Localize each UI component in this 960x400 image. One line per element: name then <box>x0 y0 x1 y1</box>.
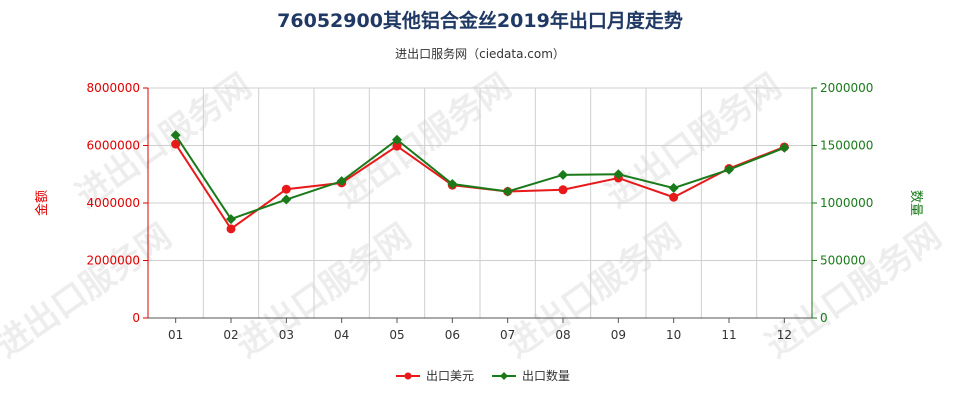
data-point-quantity <box>281 194 292 205</box>
watermark-text: 进出口服务网 <box>499 216 689 366</box>
legend-swatch-marker <box>404 372 412 380</box>
x-tick-label: 01 <box>168 328 183 342</box>
y-left-tick-label: 2000000 <box>87 254 140 268</box>
x-tick-label: 11 <box>721 328 736 342</box>
y-right-tick-label: 1000000 <box>820 196 873 210</box>
data-point-usd <box>281 184 291 194</box>
x-tick-label: 05 <box>389 328 404 342</box>
y-axis-right-label: 数量 <box>908 190 923 216</box>
y-right-tick-label: 500000 <box>820 254 866 268</box>
x-tick-label: 12 <box>777 328 792 342</box>
data-point-usd <box>558 185 568 195</box>
watermark-text: 进出口服务网 <box>759 216 949 366</box>
x-tick-label: 07 <box>500 328 515 342</box>
x-tick-label: 04 <box>334 328 349 342</box>
y-right-tick-label: 0 <box>820 311 828 325</box>
watermark-text: 进出口服务网 <box>329 66 519 216</box>
x-tick-label: 08 <box>555 328 570 342</box>
chart-subtitle: 进出口服务网（ciedata.com） <box>395 46 565 61</box>
x-tick-label: 03 <box>279 328 294 342</box>
chart-title: 76052900其他铝合金丝2019年出口月度走势 <box>277 9 683 32</box>
grid-lines <box>147 87 813 318</box>
data-point-quantity <box>668 183 679 194</box>
data-point-quantity <box>447 179 458 190</box>
data-point-usd <box>171 139 181 149</box>
y-axis-left-label: 金额 <box>34 190 50 216</box>
data-point-quantity <box>779 142 790 153</box>
data-point-quantity <box>558 169 568 180</box>
data-point-quantity <box>613 169 624 180</box>
y-left-tick-label: 0 <box>132 311 140 325</box>
y-right-tick-label: 1500000 <box>820 139 873 153</box>
legend-item[interactable]: 出口美元 <box>396 369 474 383</box>
x-tick-label: 02 <box>223 328 238 342</box>
watermark-text: 进出口服务网 <box>0 216 179 366</box>
data-point-quantity <box>226 214 236 225</box>
legend[interactable]: 出口美元 出口数量 <box>396 368 570 383</box>
data-point-usd <box>392 141 402 151</box>
data-point-quantity <box>502 186 513 197</box>
y-right-tick-label: 2000000 <box>820 81 873 95</box>
legend-item[interactable]: 出口数量 <box>492 368 570 383</box>
series-line <box>174 134 785 221</box>
y-left-tick-label: 4000000 <box>87 196 140 210</box>
data-point-quantity <box>170 130 181 141</box>
series-layer <box>170 130 790 234</box>
legend-label: 出口数量 <box>522 368 570 383</box>
x-tick-label: 06 <box>445 328 460 342</box>
data-point-usd <box>669 192 679 202</box>
x-tick-label: 10 <box>666 328 681 342</box>
watermark-text: 进出口服务网 <box>599 66 789 216</box>
legend-label: 出口美元 <box>426 369 474 383</box>
tick-labels: 0 2000000 4000000 6000000 8000000 0 500000 1000… <box>87 81 874 342</box>
y-left-tick-label: 6000000 <box>87 139 140 153</box>
legend-swatch-marker <box>500 372 508 380</box>
data-point-quantity <box>336 176 347 187</box>
watermark-text: 进出口服务网 <box>229 216 419 366</box>
x-tick-label: 09 <box>611 328 626 342</box>
data-point-quantity <box>724 164 734 175</box>
data-point-quantity <box>392 134 402 145</box>
data-point-usd <box>226 224 236 234</box>
y-left-tick-label: 8000000 <box>87 81 140 95</box>
